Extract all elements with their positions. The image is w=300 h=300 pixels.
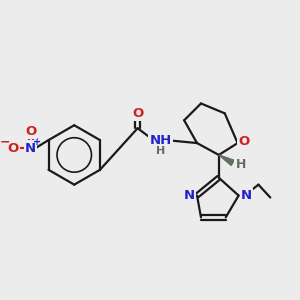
Text: −: −: [0, 136, 10, 148]
Text: NH: NH: [149, 134, 172, 147]
Text: +: +: [33, 137, 41, 147]
Text: O: O: [238, 135, 249, 148]
Text: N: N: [241, 189, 252, 202]
Text: O: O: [25, 125, 36, 138]
Text: O: O: [7, 142, 19, 154]
Polygon shape: [219, 155, 234, 166]
Text: O: O: [132, 107, 143, 120]
Text: H: H: [236, 158, 246, 171]
Text: H: H: [156, 146, 165, 156]
Text: N: N: [184, 189, 195, 202]
Text: N: N: [25, 142, 36, 154]
